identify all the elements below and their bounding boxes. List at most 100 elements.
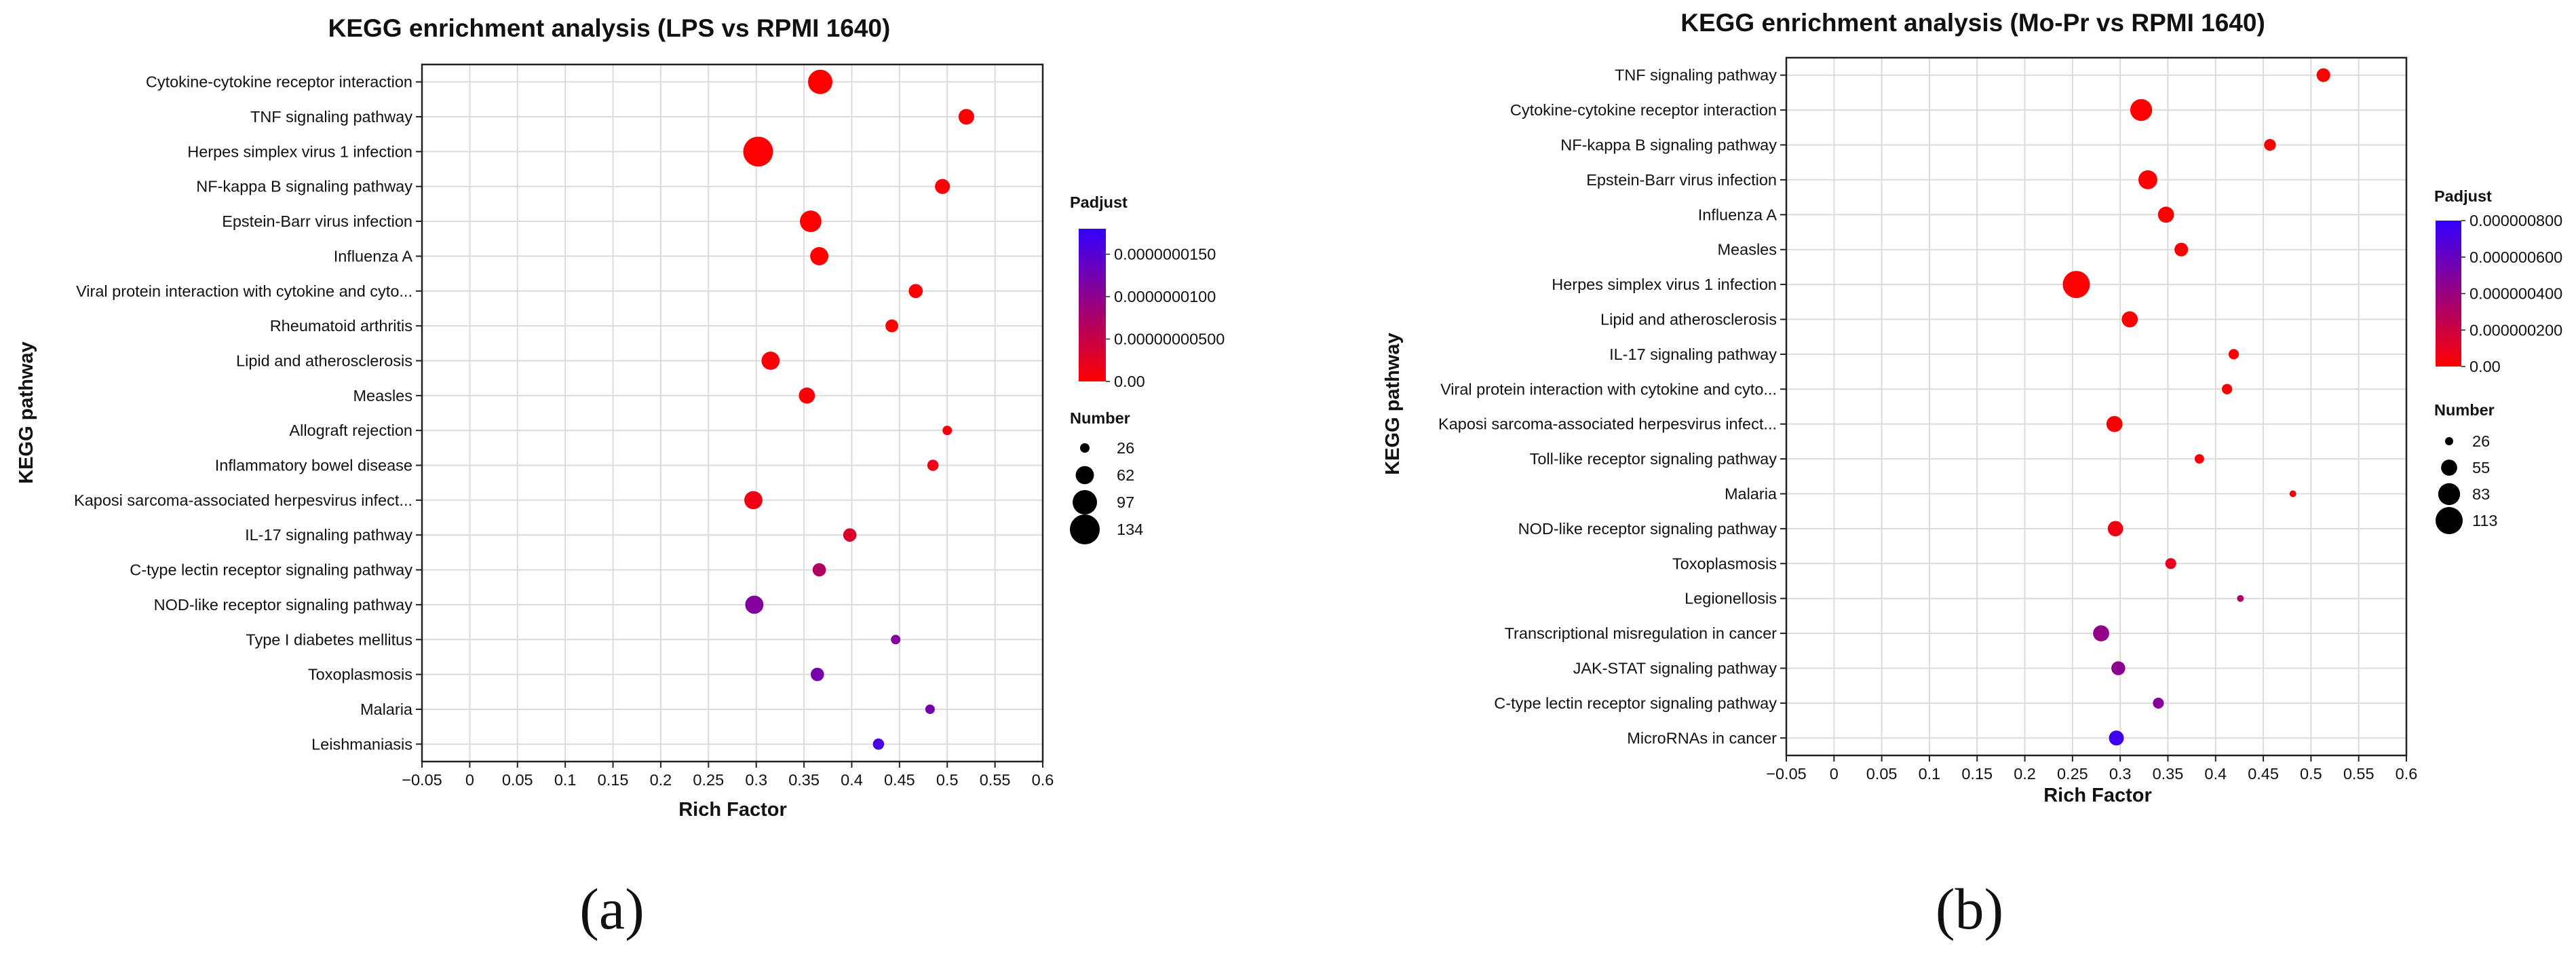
y-category-label: Influenza A [1698, 206, 1777, 223]
colorbar-label: 0.000000600 [2469, 248, 2562, 266]
y-category-label: Cytokine-cytokine receptor interaction [1510, 101, 1777, 119]
data-point [744, 491, 763, 510]
x-tick-label: 0 [465, 771, 474, 789]
y-category-label: Type I diabetes mellitus [246, 631, 412, 648]
data-point [2138, 170, 2157, 189]
number-legend-label: 26 [1117, 439, 1134, 457]
y-category-label: NF-kappa B signaling pathway [196, 178, 412, 195]
x-tick-label: 0.55 [980, 771, 1011, 789]
number-legend-dot [1080, 443, 1090, 453]
data-point [810, 667, 824, 681]
y-category-label: NF-kappa B signaling pathway [1560, 136, 1777, 154]
y-category-label: MicroRNAs in cancer [1627, 729, 1777, 747]
x-tick-label: 0.1 [1919, 765, 1941, 783]
x-tick-label: 0.25 [693, 771, 724, 789]
data-point [2121, 311, 2138, 328]
grid-lines [1786, 58, 2407, 755]
data-points [2062, 68, 2330, 746]
y-axis-title: KEGG pathway [1382, 333, 1404, 475]
x-tick-label: 0.3 [745, 771, 767, 789]
x-tick-label: 0.05 [1866, 765, 1898, 783]
data-point [2130, 98, 2153, 121]
data-point [2237, 595, 2244, 602]
padjust-legend-title: Padjust [1070, 193, 1128, 211]
y-category-label: Allograft rejection [289, 422, 412, 439]
data-point [891, 635, 901, 645]
data-point [2174, 242, 2189, 257]
padjust-legend: Padjust 0.0000000150 0.0000000100 0.0000000… [1070, 193, 1225, 390]
x-tick-label: 0.5 [2300, 765, 2322, 783]
number-legend-dot [2445, 437, 2453, 445]
number-legend-dot [2441, 460, 2457, 476]
y-category-label: Viral protein interaction with cytokine … [1440, 380, 1777, 398]
data-point [2289, 490, 2296, 498]
number-legend-dot [2436, 507, 2463, 534]
number-legend-label: 83 [2472, 485, 2490, 503]
y-category-label: Transcriptional misregulation in cancer [1505, 624, 1777, 642]
data-point [745, 595, 764, 614]
number-legend-dot [1070, 514, 1100, 544]
panel-label: (a) [579, 876, 644, 941]
y-category-label: Epstein-Barr virus infection [222, 212, 412, 230]
data-point [925, 704, 935, 714]
number-legend-label: 113 [2472, 512, 2497, 529]
x-tick-label: −0.05 [1766, 765, 1806, 783]
plot-frame [421, 63, 1044, 763]
y-category-label: Herpes simplex virus 1 infection [187, 143, 412, 160]
number-legend-dot [2438, 483, 2461, 506]
data-point [872, 738, 885, 750]
y-category-label: Malaria [360, 700, 413, 718]
data-point [908, 284, 923, 299]
data-point [2107, 521, 2123, 537]
y-category-label: Toxoplasmosis [1672, 555, 1777, 572]
y-category-label: Herpes simplex virus 1 infection [1552, 276, 1777, 293]
y-category-label: C-type lectin receptor signaling pathway [1494, 694, 1777, 712]
padjust-colorbar [1079, 229, 1106, 381]
chart-panel-a: KEGG enrichment analysis (LPS vs RPMI 16… [16, 14, 1225, 941]
plot-frame [1785, 56, 2408, 757]
y-category-label: Rheumatoid arthritis [270, 317, 412, 335]
data-point [2111, 661, 2126, 675]
x-tick-label: 0.4 [2204, 765, 2227, 783]
x-tick-label: 0.3 [2109, 765, 2132, 783]
number-legend: Number 26 55 83 113 [2434, 401, 2497, 534]
data-point [2157, 206, 2174, 223]
data-points [743, 69, 974, 750]
data-point [2062, 271, 2090, 299]
padjust-legend: Padjust 0.000000800 0.000000600 0.000000400… [2434, 187, 2562, 375]
y-category-label: Inflammatory bowel disease [215, 457, 412, 474]
y-category-label: Leishmaniasis [311, 735, 412, 753]
x-tick-label: −0.05 [402, 771, 442, 789]
y-category-label: C-type lectin receptor signaling pathway [130, 561, 412, 579]
data-point [2316, 68, 2330, 82]
colorbar-label: 0.00 [1114, 373, 1145, 390]
data-point [808, 69, 833, 94]
data-point [942, 426, 953, 436]
number-legend-title: Number [2434, 401, 2495, 419]
padjust-legend-title: Padjust [2434, 187, 2492, 205]
data-point [761, 352, 780, 370]
data-point [2264, 138, 2276, 151]
number-legend-label: 62 [1117, 466, 1134, 484]
x-tick-label: 0.35 [788, 771, 820, 789]
data-point [799, 387, 815, 404]
x-tick-label: 0.25 [2057, 765, 2088, 783]
y-category-label: Measles [353, 387, 412, 405]
x-tick-label: 0.35 [2153, 765, 2184, 783]
data-point [885, 319, 899, 333]
y-category-label: Lipid and atherosclerosis [1600, 311, 1777, 329]
x-tick-label: 0.05 [502, 771, 533, 789]
x-tick-label: 0.6 [1032, 771, 1054, 789]
x-tick-label: 0.15 [598, 771, 629, 789]
y-category-label: Lipid and atherosclerosis [236, 352, 412, 369]
y-category-label: Influenza A [334, 247, 413, 265]
colorbar-label: 0.000000400 [2469, 285, 2562, 303]
number-legend-label: 26 [2472, 432, 2490, 450]
number-legend-dot [1075, 466, 1094, 485]
x-tick-label: 0.2 [650, 771, 672, 789]
number-legend-title: Number [1070, 409, 1130, 427]
data-point [843, 528, 857, 542]
data-point [800, 210, 822, 232]
chart-title: KEGG enrichment analysis (LPS vs RPMI 16… [328, 14, 891, 42]
x-tick-label: 0.5 [936, 771, 959, 789]
